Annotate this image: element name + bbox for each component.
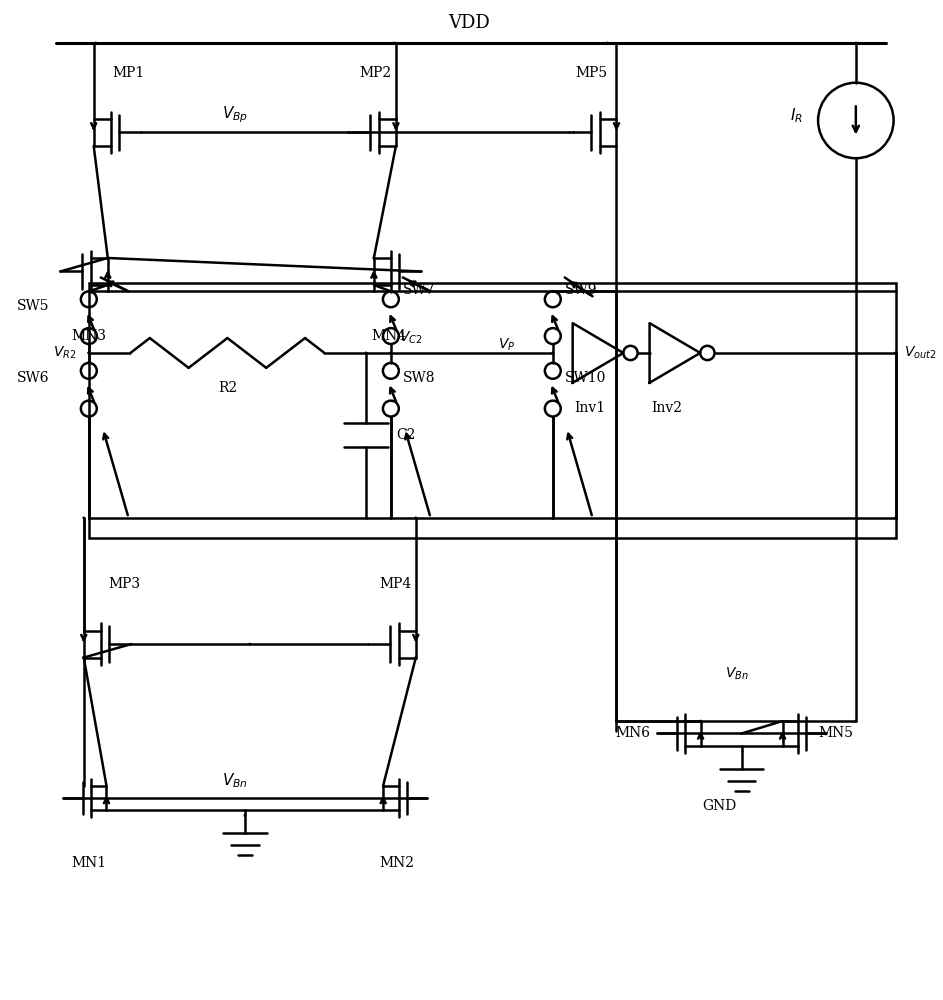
Circle shape: [83, 657, 85, 658]
Text: $V_{Bp}$: $V_{Bp}$: [222, 104, 248, 125]
Text: Inv1: Inv1: [574, 401, 605, 415]
Circle shape: [390, 517, 391, 519]
Text: SW9: SW9: [565, 283, 597, 297]
Circle shape: [390, 291, 391, 292]
Text: MN1: MN1: [71, 856, 106, 870]
Circle shape: [552, 352, 554, 354]
Circle shape: [83, 657, 85, 658]
Text: SW8: SW8: [403, 371, 436, 385]
Text: SW10: SW10: [565, 371, 606, 385]
Text: Inv2: Inv2: [652, 401, 683, 415]
Circle shape: [249, 643, 251, 645]
Text: SW5: SW5: [17, 299, 50, 313]
Circle shape: [855, 720, 856, 722]
Text: MN5: MN5: [819, 726, 853, 740]
Circle shape: [552, 517, 554, 519]
Circle shape: [855, 42, 856, 44]
Text: $V_{out2}$: $V_{out2}$: [903, 345, 936, 361]
Circle shape: [373, 291, 374, 292]
Bar: [89, 283, 896, 538]
Text: $V_{C2}$: $V_{C2}$: [399, 330, 422, 346]
Circle shape: [700, 720, 702, 722]
Circle shape: [83, 657, 85, 658]
Text: SW7: SW7: [403, 283, 436, 297]
Text: MP2: MP2: [359, 66, 391, 80]
Text: MN6: MN6: [616, 726, 651, 740]
Text: MP3: MP3: [108, 577, 141, 591]
Circle shape: [393, 42, 394, 44]
Circle shape: [373, 257, 374, 259]
Circle shape: [88, 352, 90, 354]
Circle shape: [95, 42, 96, 44]
Text: MP1: MP1: [112, 66, 145, 80]
Text: MN4: MN4: [371, 329, 406, 343]
Text: C2: C2: [396, 428, 415, 442]
Circle shape: [415, 657, 417, 658]
Text: R2: R2: [218, 381, 237, 395]
Circle shape: [616, 291, 617, 292]
Text: SW6: SW6: [17, 371, 50, 385]
Text: MP4: MP4: [379, 577, 411, 591]
Text: $V_{Bn}$: $V_{Bn}$: [222, 771, 248, 790]
Circle shape: [895, 352, 896, 354]
Text: $I_R$: $I_R$: [790, 106, 802, 125]
Text: MN3: MN3: [71, 329, 106, 343]
Circle shape: [83, 517, 85, 519]
Circle shape: [741, 733, 742, 734]
Text: MP5: MP5: [575, 66, 608, 80]
Circle shape: [552, 291, 554, 292]
Circle shape: [573, 132, 574, 133]
Text: GND: GND: [702, 799, 736, 813]
Circle shape: [616, 720, 617, 722]
Text: MN2: MN2: [379, 856, 414, 870]
Text: $V_P$: $V_P$: [498, 337, 516, 353]
Circle shape: [390, 352, 391, 354]
Text: $V_{Bn}$: $V_{Bn}$: [725, 666, 749, 682]
Circle shape: [895, 517, 896, 519]
Circle shape: [244, 815, 245, 816]
Circle shape: [88, 352, 90, 354]
Circle shape: [552, 352, 554, 354]
Circle shape: [606, 42, 608, 44]
Circle shape: [415, 517, 417, 519]
Text: $V_{R2}$: $V_{R2}$: [54, 345, 77, 361]
Circle shape: [365, 352, 367, 354]
Circle shape: [390, 352, 391, 354]
Text: VDD: VDD: [449, 14, 490, 32]
